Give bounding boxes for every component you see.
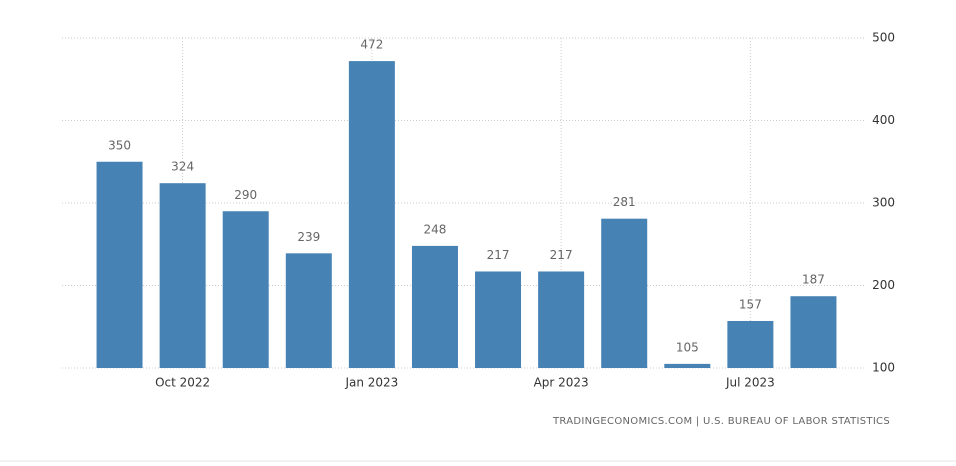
source: TRADINGECONOMICS.COM | U.S. BUREAU OF LA… [552,416,890,427]
x-tick-label: Oct 2022 [155,376,210,390]
value-label: 248 [424,222,447,236]
value-label: 187 [802,273,825,287]
bar [664,363,711,368]
value-label: 217 [550,248,573,262]
value-label: 105 [676,340,699,354]
y-tick-label: 200 [872,278,895,292]
y-tick-label: 500 [872,31,895,45]
value-label: 350 [108,138,131,152]
x-tick-label: Jul 2023 [725,376,775,390]
y-tick-label: 400 [872,113,895,127]
bar [348,61,395,368]
bar [790,296,837,368]
value-label: 472 [360,38,383,52]
value-label: 239 [297,230,320,244]
bar [601,218,648,368]
bar [411,245,458,368]
y-tick-label: 100 [872,361,895,375]
value-label: 217 [487,248,510,262]
bar [222,211,269,368]
value-label: 281 [613,195,636,209]
bar [285,253,332,368]
x-tick-label: Apr 2023 [534,376,589,390]
y-tick-label: 300 [872,196,895,210]
x-tick-label: Jan 2023 [344,376,398,390]
bar [538,271,585,368]
bar [727,320,774,368]
bar [475,271,522,368]
bar [159,183,206,368]
bar [96,161,143,368]
value-label: 157 [739,297,762,311]
value-label: 290 [234,188,257,202]
value-label: 324 [171,160,194,174]
